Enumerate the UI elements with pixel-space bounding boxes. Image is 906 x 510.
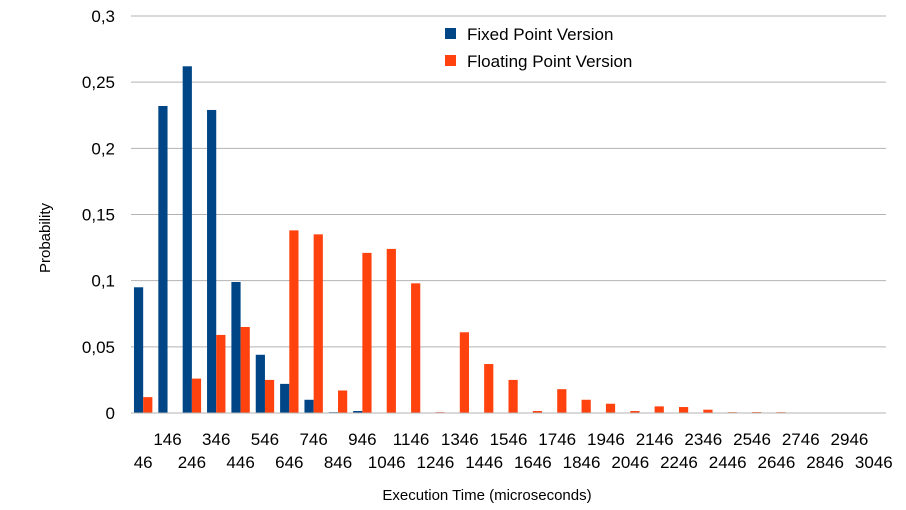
- y-tick-label: 0,15: [82, 206, 115, 225]
- x-tick-label: 2546: [733, 430, 771, 449]
- grid-lines: [131, 15, 886, 414]
- x-tick-label: 2946: [831, 430, 869, 449]
- bar-floating-2046: [630, 411, 640, 413]
- y-tick-label: 0,1: [91, 272, 115, 291]
- bar-floating-1846: [581, 399, 591, 413]
- bar-fixed-546: [255, 354, 265, 413]
- x-tick-label: 846: [324, 453, 352, 472]
- bar-floating-1946: [605, 403, 616, 413]
- x-tick-label: 1946: [587, 430, 625, 449]
- x-tick-label: 2846: [806, 453, 844, 472]
- y-axis-title: Probability: [37, 202, 54, 273]
- y-tick-label: 0,05: [82, 338, 115, 357]
- bar-floating-2346: [703, 409, 713, 413]
- bar-floating-746: [313, 234, 323, 413]
- bar-fixed-246: [182, 66, 192, 413]
- x-tick-label: 146: [153, 430, 181, 449]
- x-axis-title: Execution Time (microseconds): [382, 487, 591, 504]
- x-tick-label: 3046: [855, 453, 893, 472]
- x-tick-label: 746: [299, 430, 327, 449]
- bar-floating-1746: [557, 389, 567, 413]
- bar-fixed-146: [158, 105, 168, 413]
- bar-fixed-346: [207, 109, 217, 413]
- x-tick-label: 446: [226, 453, 254, 472]
- x-tick-label: 246: [178, 453, 206, 472]
- bar-floating-546: [264, 379, 275, 413]
- legend-label-floating-point: Floating Point Version: [467, 52, 632, 71]
- bar-floating-846: [338, 390, 348, 413]
- legend-swatch-floating-point: [445, 55, 456, 66]
- x-tick-label: 346: [202, 430, 230, 449]
- legend-label-fixed-point: Fixed Point Version: [467, 25, 613, 44]
- y-tick-label: 0,25: [82, 73, 115, 92]
- bar-floating-1646: [532, 411, 543, 413]
- bar-floating-2246: [678, 407, 689, 413]
- bars: [133, 66, 786, 413]
- bar-floating-1446: [484, 364, 494, 413]
- x-tick-label: 2046: [611, 453, 649, 472]
- x-tick-label: 1146: [393, 430, 430, 449]
- bar-fixed-746: [304, 399, 314, 413]
- x-tick-label: 2246: [660, 453, 698, 472]
- bar-floating-246: [191, 378, 202, 413]
- bar-floating-1546: [508, 379, 518, 413]
- y-tick-label: 0,2: [91, 139, 115, 158]
- x-tick-label: 946: [348, 430, 376, 449]
- x-tick-label: 1246: [417, 453, 455, 472]
- x-tick-label: 1046: [368, 453, 406, 472]
- x-tick-label: 2346: [684, 430, 722, 449]
- bar-floating-1046: [386, 248, 396, 413]
- x-tick-label: 646: [275, 453, 303, 472]
- x-tick-label: 2646: [757, 453, 795, 472]
- bar-fixed-446: [231, 281, 241, 413]
- bar-floating-346: [216, 334, 226, 413]
- y-tick-label: 0,3: [91, 7, 115, 26]
- bar-fixed-46: [133, 287, 144, 413]
- bar-floating-1346: [459, 332, 469, 413]
- y-tick-label: 0: [106, 404, 115, 423]
- legend: Fixed Point Version Floating Point Versi…: [445, 25, 632, 71]
- y-axis-tick-labels: 0 0,05 0,1 0,15 0,2 0,25 0,3: [82, 7, 115, 423]
- x-tick-label: 2746: [782, 430, 820, 449]
- x-tick-label: 2446: [709, 453, 747, 472]
- x-tick-label: 1746: [538, 430, 576, 449]
- bar-fixed-646: [280, 383, 290, 413]
- x-tick-label: 546: [251, 430, 279, 449]
- bar-floating-46: [143, 397, 153, 413]
- bar-floating-646: [289, 230, 299, 413]
- x-tick-label: 1546: [490, 430, 528, 449]
- x-tick-label: 46: [134, 453, 153, 472]
- bar-floating-946: [362, 252, 372, 413]
- bar-fixed-946: [353, 411, 363, 413]
- bar-floating-2146: [654, 406, 664, 413]
- x-tick-label: 1346: [441, 430, 479, 449]
- x-tick-label: 2146: [636, 430, 674, 449]
- bar-floating-446: [240, 326, 250, 413]
- legend-swatch-fixed-point: [445, 28, 456, 39]
- x-tick-label: 1846: [563, 453, 601, 472]
- x-tick-label: 1646: [514, 453, 552, 472]
- bar-floating-1146: [411, 283, 421, 413]
- x-tick-label: 1446: [465, 453, 503, 472]
